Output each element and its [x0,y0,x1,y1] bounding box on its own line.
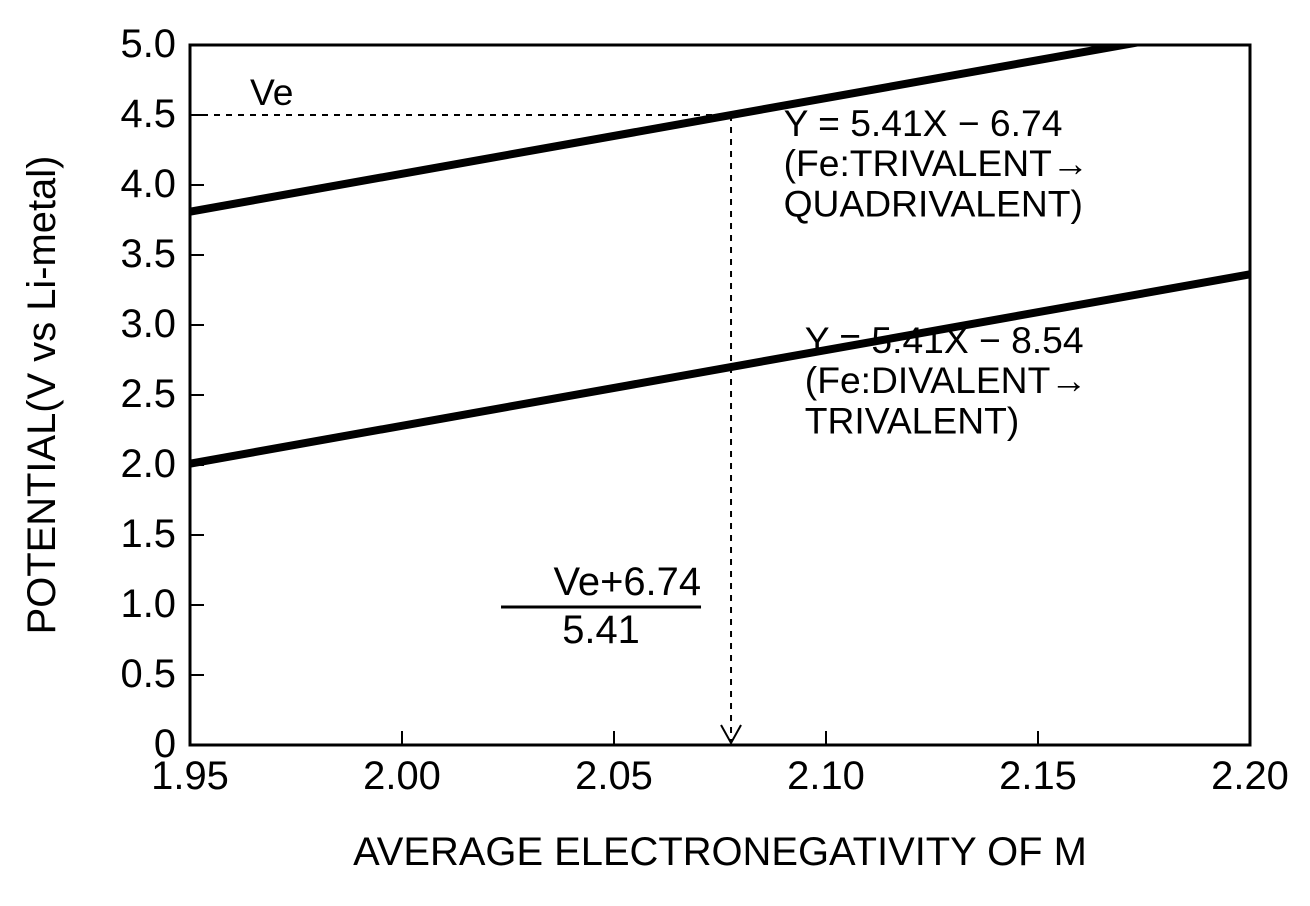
x-tick-label: 2.05 [575,754,653,798]
y-tick-label: 0.5 [121,652,176,696]
x-tick-label: 2.10 [787,754,865,798]
x-tick-label: 2.15 [999,754,1077,798]
y-tick-label: 2.5 [121,372,176,416]
series-equation: Y = 5.41X − 6.74 [784,102,1063,144]
line-chart: 1.952.002.052.102.152.2000.51.01.52.02.5… [0,0,1310,906]
series-sublabel: TRIVALENT) [805,399,1019,441]
y-tick-label: 1.0 [121,582,176,626]
series-label-fe_tri_to_quad: Y = 5.41X − 6.74(Fe:TRIVALENT→ QUADRIVAL… [784,102,1090,224]
y-tick-label: 3.0 [121,302,176,346]
x-tick-label: 2.00 [363,754,441,798]
y-tick-label: 4.5 [121,92,176,136]
y-axis-label: POTENTIAL(V vs Li-metal) [20,156,64,635]
series-equation: Y = 5.41X − 8.54 [805,319,1084,361]
ve-label: Ve [250,71,294,113]
y-tick-label: 1.5 [121,512,176,556]
x-axis-label: AVERAGE ELECTRONEGATIVITY OF M [353,830,1087,874]
y-tick-label: 3.5 [121,232,176,276]
plot-border [190,45,1250,745]
series-sublabel: (Fe:TRIVALENT→ [784,142,1090,184]
series-label-fe_di_to_tri: Y = 5.41X − 8.54(Fe:DIVALENT→ TRIVALENT) [805,319,1088,441]
x-tick-label: 2.20 [1211,754,1289,798]
ve-fraction-denominator: 5.41 [562,608,640,652]
y-tick-label: 4.0 [121,162,176,206]
y-tick-label: 2.0 [121,442,176,486]
series-group [148,15,1293,471]
y-tick-label: 0 [154,722,176,766]
series-line-fe_di_to_tri [148,267,1293,471]
chart-container: 1.952.002.052.102.152.2000.51.01.52.02.5… [0,0,1310,906]
ve-fraction-numerator: Ve+6.74 [553,560,701,604]
y-tick-label: 5.0 [121,22,176,66]
series-sublabel: (Fe:DIVALENT→ [805,359,1088,401]
series-sublabel: QUADRIVALENT) [784,182,1083,224]
